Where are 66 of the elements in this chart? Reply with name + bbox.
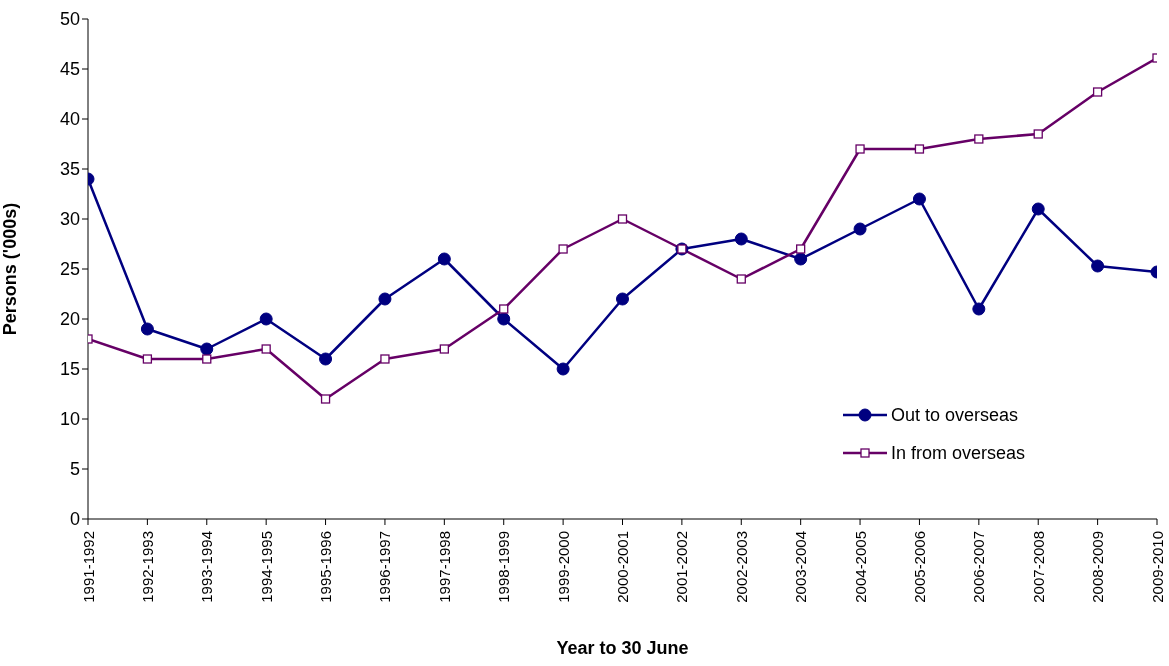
x-tick-label: 1999-2000 [554, 531, 572, 603]
point [319, 352, 333, 366]
x-tick-label: 2003-2004 [792, 531, 810, 603]
legend-label: Out to overseas [891, 404, 1019, 426]
x-tick-label: 2009-2010 [1148, 531, 1166, 603]
y-tick-label: 40 [59, 109, 80, 130]
x-tick-label: 2004-2005 [851, 531, 869, 603]
point [912, 192, 926, 206]
x-tick-label: 2007-2008 [1029, 531, 1047, 603]
point [259, 312, 273, 326]
y-tick-label: 25 [59, 259, 80, 280]
y-tick-label: 15 [59, 359, 80, 380]
point [616, 292, 629, 306]
x-tick-label: 2006-2007 [970, 531, 988, 603]
point [202, 354, 212, 364]
point [972, 302, 986, 316]
x-tick-label: 2001-2002 [673, 531, 691, 603]
point [794, 252, 808, 266]
point [380, 354, 390, 364]
y-tick-label: 50 [59, 9, 80, 30]
y-tick-label: 30 [59, 209, 80, 230]
x-tick-label: 1994-1995 [257, 531, 275, 603]
point [320, 394, 331, 404]
legend-label: In from overseas [891, 442, 1026, 464]
y-tick-label: 5 [69, 459, 80, 480]
point [617, 214, 628, 224]
point [556, 362, 570, 376]
x-tick-label: 1998-1999 [495, 531, 513, 603]
point [855, 144, 865, 154]
x-tick-label: 1992-1993 [138, 531, 156, 603]
point [853, 222, 867, 236]
point [439, 344, 449, 354]
y-tick-label: 35 [59, 159, 80, 180]
point [1092, 87, 1103, 97]
x-axis-title: Year to 30 June [556, 638, 689, 658]
y-tick-label: 45 [59, 59, 80, 80]
x-tick-label: 1997-1998 [435, 531, 453, 603]
x-tick-label: 2000-2001 [614, 531, 631, 603]
point [796, 244, 806, 254]
x-tick-label: 1995-1996 [317, 531, 335, 603]
x-tick-label: 2008-2009 [1089, 531, 1107, 603]
x-tick-label: 1993-1994 [198, 531, 216, 603]
x-tick-label: 1991-1992 [79, 531, 97, 603]
point [261, 344, 271, 354]
point [378, 292, 392, 306]
y-axis-title: Persons ('000s) [0, 202, 21, 336]
point [140, 322, 154, 336]
point [734, 232, 748, 246]
y-tick-label: 10 [59, 409, 80, 430]
point [974, 134, 984, 144]
point [200, 342, 214, 356]
point [736, 274, 746, 284]
x-tick-label: 2002-2003 [732, 531, 750, 603]
y-tick-label: 20 [59, 309, 80, 330]
point [914, 144, 925, 154]
point [497, 312, 511, 326]
x-tick-label: 1996-1997 [376, 531, 394, 603]
y-tick-label: 0 [69, 509, 80, 530]
point [499, 304, 509, 314]
point [1031, 202, 1045, 216]
point [1091, 259, 1105, 273]
point [558, 244, 568, 254]
point [142, 354, 153, 364]
point [437, 252, 451, 266]
point [1033, 129, 1043, 139]
x-tick-label: 2005-2006 [910, 531, 928, 603]
